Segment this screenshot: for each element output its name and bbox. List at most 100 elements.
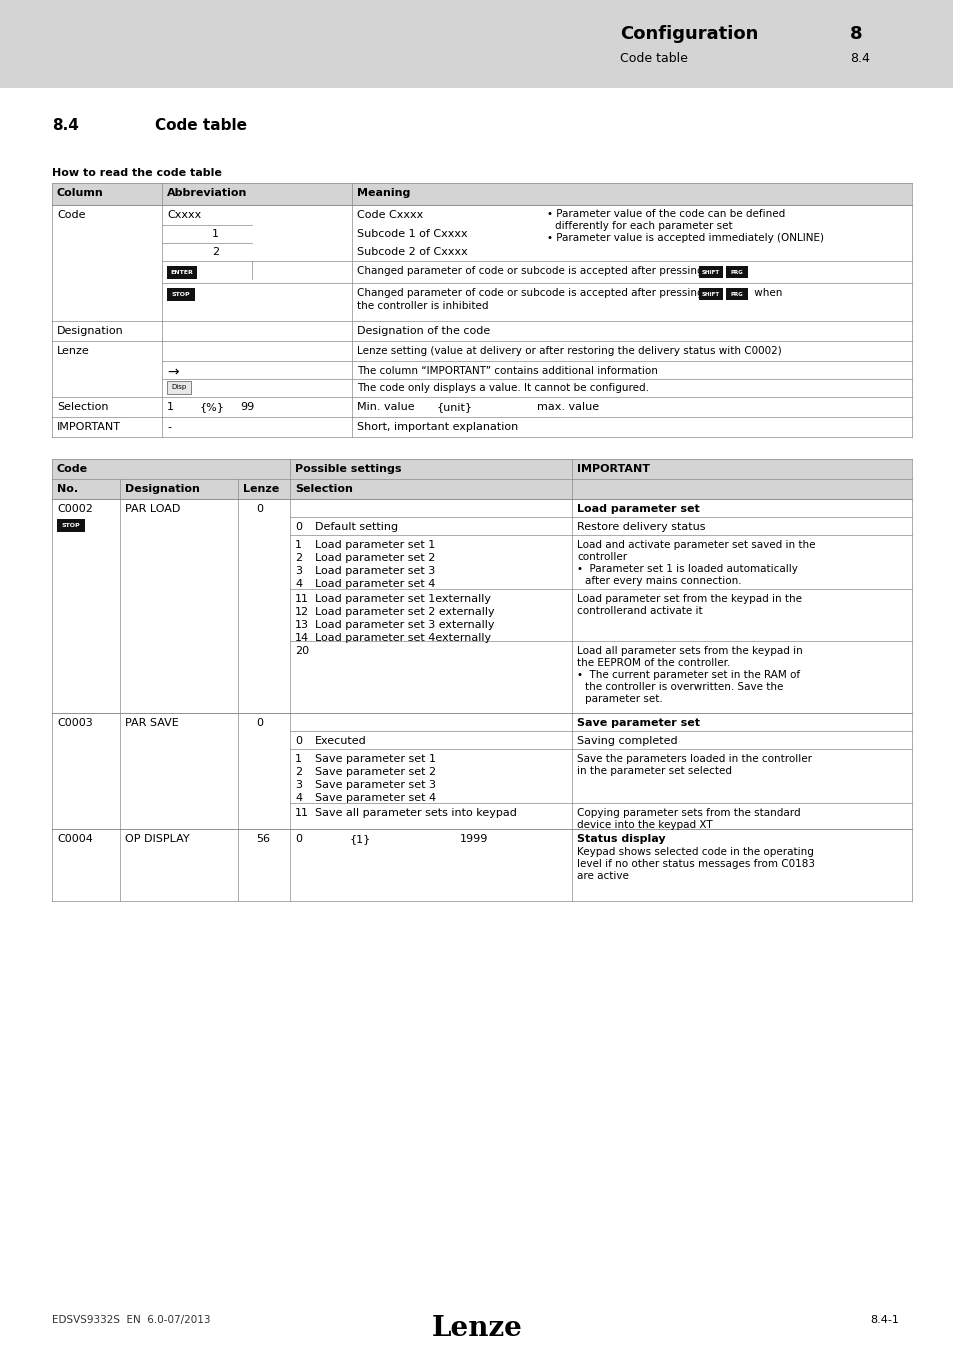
Text: C0004: C0004 [57,834,92,844]
Bar [167,381,191,394]
Text: device into the keypad XT: device into the keypad XT [577,819,712,830]
Text: the controller is overwritten. Save the: the controller is overwritten. Save the [584,682,782,693]
Bar [699,288,722,300]
Text: 4: 4 [294,792,302,803]
Text: 1: 1 [294,755,302,764]
Text: 3: 3 [294,566,302,576]
Text: 0: 0 [294,522,302,532]
Text: Save parameter set 2: Save parameter set 2 [314,767,436,778]
Text: How to read the code table: How to read the code table [52,167,222,178]
Text: 8.4: 8.4 [849,53,869,65]
Text: Saving completed: Saving completed [577,736,677,747]
Bar [52,379,911,397]
Text: Lenze setting (value at delivery or after restoring the delivery status with C00: Lenze setting (value at delivery or afte… [356,346,781,356]
Text: 2: 2 [294,767,302,778]
Text: Load parameter set from the keypad in the: Load parameter set from the keypad in th… [577,594,801,603]
Text: Restore delivery status: Restore delivery status [577,522,705,532]
Text: 8.4: 8.4 [52,117,79,134]
Text: IMPORTANT: IMPORTANT [577,464,649,474]
Text: Load parameter set 2 externally: Load parameter set 2 externally [314,608,494,617]
Text: OP DISPLAY: OP DISPLAY [125,834,190,844]
Text: The code only displays a value. It cannot be configured.: The code only displays a value. It canno… [356,383,648,393]
Text: •  Parameter set 1 is loaded automatically: • Parameter set 1 is loaded automaticall… [577,564,797,574]
Text: SHIFT: SHIFT [701,270,720,274]
Bar [52,479,911,500]
Bar [57,518,85,532]
Bar [52,397,911,417]
Text: Configuration: Configuration [619,26,758,43]
Bar [52,205,911,225]
Text: Changed parameter of code or subcode is accepted after pressing: Changed parameter of code or subcode is … [356,288,703,298]
Text: Min. value: Min. value [356,402,415,412]
Bar [725,288,747,300]
Bar [52,184,911,205]
Text: Load and activate parameter set saved in the: Load and activate parameter set saved in… [577,540,815,549]
Bar [52,284,911,321]
Text: Changed parameter of code or subcode is accepted after pressing: Changed parameter of code or subcode is … [356,266,703,275]
Text: Save parameter set 3: Save parameter set 3 [314,780,436,790]
Text: Load parameter set 4externally: Load parameter set 4externally [314,633,491,643]
Text: EDSVS9332S  EN  6.0-07/2013: EDSVS9332S EN 6.0-07/2013 [52,1315,211,1324]
Text: Designation of the code: Designation of the code [356,325,490,336]
Text: Load parameter set 1externally: Load parameter set 1externally [314,594,491,603]
Text: the EEPROM of the controller.: the EEPROM of the controller. [577,657,730,668]
Text: 12: 12 [294,608,309,617]
Text: C0003: C0003 [57,718,92,728]
Text: 11: 11 [294,809,309,818]
Text: STOP: STOP [62,522,80,528]
Text: →: → [167,364,178,379]
Text: 14: 14 [294,633,309,643]
Text: 1999: 1999 [459,834,488,844]
Bar [52,417,911,437]
Text: SHIFT: SHIFT [701,292,720,297]
Text: Meaning: Meaning [356,188,410,198]
Text: Load parameter set 4: Load parameter set 4 [314,579,435,589]
Text: Load parameter set 1: Load parameter set 1 [314,540,435,549]
Text: 99: 99 [240,402,254,412]
Text: 8.4-1: 8.4-1 [869,1315,898,1324]
Text: max. value: max. value [537,402,598,412]
Text: PAR SAVE: PAR SAVE [125,718,178,728]
Text: Subcode 2 of Cxxxx: Subcode 2 of Cxxxx [356,247,467,256]
Text: 0: 0 [255,718,263,728]
Text: Code: Code [57,211,86,220]
Bar [725,266,747,278]
Text: differently for each parameter set: differently for each parameter set [555,221,732,231]
Text: after every mains connection.: after every mains connection. [584,576,740,586]
Text: Disp: Disp [172,385,187,390]
Text: C0002: C0002 [57,504,92,514]
Text: Load parameter set 3 externally: Load parameter set 3 externally [314,620,494,630]
Text: the controller is inhibited: the controller is inhibited [356,301,488,310]
Text: ENTER: ENTER [171,270,193,275]
Text: 1: 1 [212,230,219,239]
Text: The column “IMPORTANT” contains additional information: The column “IMPORTANT” contains addition… [356,366,658,377]
Text: Selection: Selection [294,485,353,494]
Bar [52,342,911,360]
Text: 0: 0 [294,834,302,844]
Text: Subcode 1 of Cxxxx: Subcode 1 of Cxxxx [356,230,467,239]
Bar [52,243,911,261]
Text: when: when [750,288,781,298]
Text: •  The current parameter set in the RAM of: • The current parameter set in the RAM o… [577,670,800,680]
Text: Possible settings: Possible settings [294,464,401,474]
Text: 2: 2 [212,247,219,256]
Text: Copying parameter sets from the standard: Copying parameter sets from the standard [577,809,800,818]
Text: 4: 4 [294,579,302,589]
Text: Lenze: Lenze [57,346,90,356]
Text: Executed: Executed [314,736,366,747]
Text: PAR LOAD: PAR LOAD [125,504,180,514]
Bar [52,459,911,479]
Bar [52,360,911,379]
Text: Lenze: Lenze [431,1315,522,1342]
Text: Designation: Designation [57,325,124,336]
Text: 8: 8 [849,26,862,43]
Text: • Parameter value is accepted immediately (ONLINE): • Parameter value is accepted immediatel… [546,234,823,243]
Text: Load parameter set: Load parameter set [577,504,699,514]
Text: IMPORTANT: IMPORTANT [57,423,121,432]
Text: Save all parameter sets into keypad: Save all parameter sets into keypad [314,809,517,818]
Text: Load all parameter sets from the keypad in: Load all parameter sets from the keypad … [577,647,801,656]
Bar [52,225,911,243]
Text: {1}: {1} [350,834,371,844]
Text: 0: 0 [255,504,263,514]
Bar [52,321,911,342]
